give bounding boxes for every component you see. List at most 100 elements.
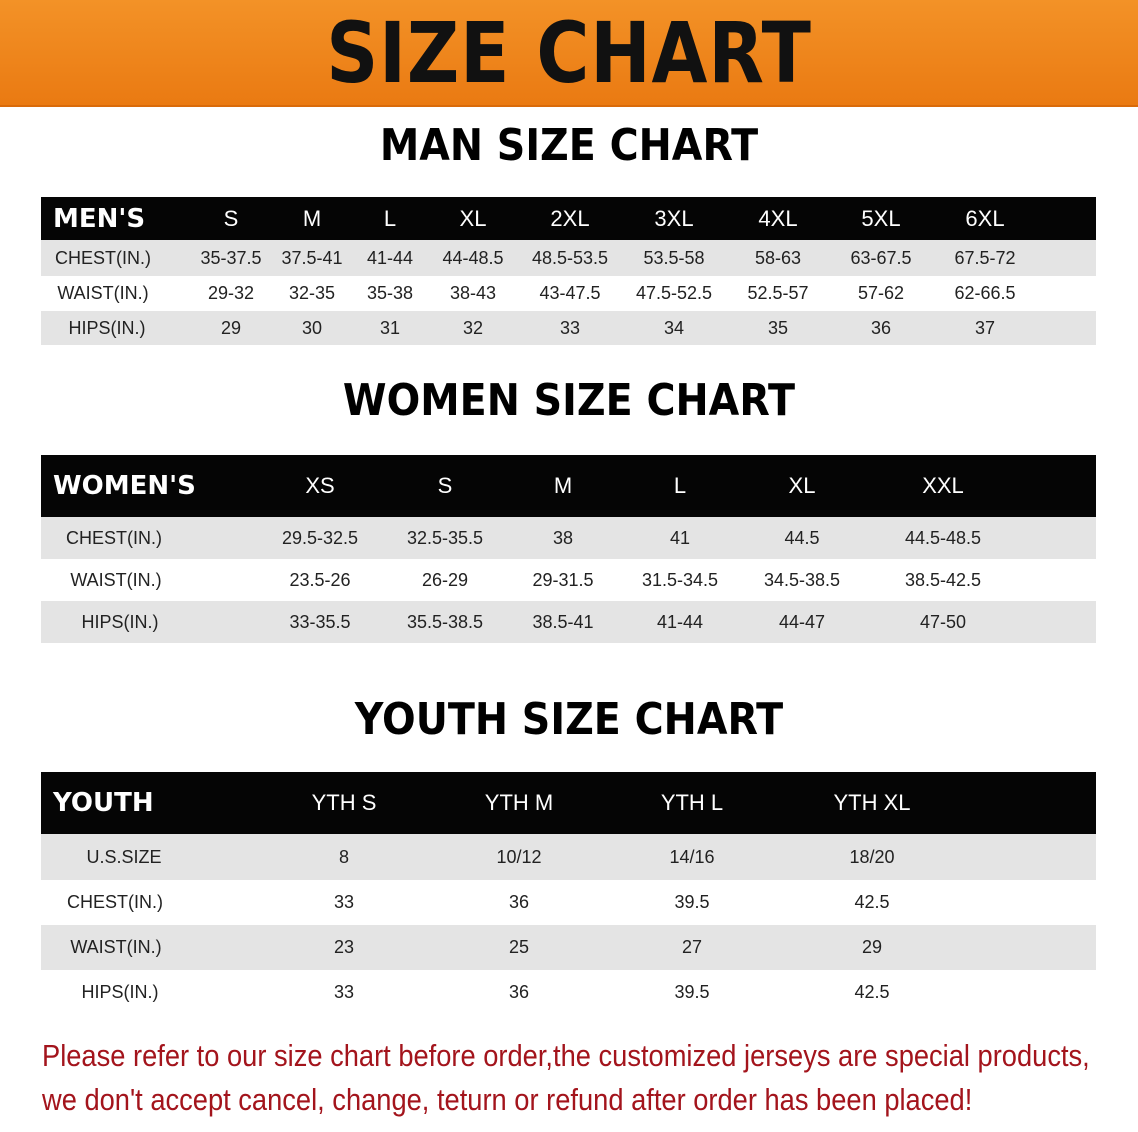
- measurement-value: 29.5-32.5: [281, 527, 359, 548]
- women-header-row: WOMEN'S XS S M L XL XXL: [41, 455, 1096, 517]
- youth-table-row: CHEST(IN.) 33 36 39.5 42.5: [41, 880, 1096, 925]
- table-title-cell: MEN'S: [53, 203, 146, 234]
- size-header-cell: XL: [788, 473, 816, 498]
- measurement-value: 37: [974, 317, 996, 338]
- measurement-value: 35.5-38.5: [406, 611, 484, 632]
- measurement-value: 29-31.5: [532, 569, 594, 590]
- measurement-value: 44.5: [784, 527, 820, 548]
- measurement-value: 42.5: [854, 892, 890, 912]
- measurement-value: 44-48.5: [442, 247, 504, 268]
- measurement-value: 33-35.5: [289, 611, 351, 632]
- size-header-cell: L: [383, 205, 397, 231]
- youth-section-title: YOUTH SIZE CHART: [354, 694, 784, 745]
- measurement-value: 62-66.5: [954, 283, 1016, 303]
- measurement-label: HIPS(IN.): [68, 317, 146, 338]
- measurement-value: 35-38: [366, 283, 414, 303]
- measurement-value: 41-44: [656, 611, 704, 632]
- measurement-value: 48.5-53.5: [531, 247, 609, 268]
- measurement-value: 38.5-41: [532, 611, 594, 632]
- measurement-value: 38.5-42.5: [904, 569, 982, 590]
- measurement-value: 36: [508, 982, 530, 1002]
- measurement-label: CHEST(IN.): [55, 247, 151, 268]
- measurement-value: 52.5-57: [747, 283, 809, 303]
- measurement-value: 43-47.5: [539, 283, 601, 303]
- notice-line-1: Please refer to our size chart before or…: [42, 1038, 1090, 1073]
- measurement-value: 35: [767, 317, 789, 338]
- measurement-value: 67.5-72: [954, 247, 1016, 268]
- measurement-label: WAIST(IN.): [70, 937, 162, 957]
- size-header-cell: 5XL: [861, 205, 901, 231]
- measurement-value: 47-50: [919, 611, 967, 632]
- youth-table-row: HIPS(IN.) 33 36 39.5 42.5: [41, 970, 1096, 1015]
- measurement-value: 41-44: [366, 247, 414, 268]
- youth-table-row: U.S.SIZE 8 10/12 14/16 18/20: [41, 834, 1096, 880]
- women-table-row: WAIST(IN.) 23.5-26 26-29 29-31.5 31.5-34.5 34…: [41, 559, 1096, 601]
- size-header-cell: 3XL: [654, 205, 694, 231]
- measurement-value: 27: [681, 937, 703, 957]
- youth-table-row: WAIST(IN.) 23 25 27 29: [41, 925, 1096, 970]
- measurement-value: 26-29: [421, 569, 469, 590]
- size-header-cell: YTH XL: [833, 790, 911, 815]
- size-header-cell: 4XL: [758, 205, 798, 231]
- measurement-value: 44.5-48.5: [904, 527, 982, 548]
- measurement-value: 58-63: [754, 247, 802, 268]
- measurement-value: 57-62: [857, 283, 905, 303]
- measurement-value: 33: [559, 317, 581, 338]
- measurement-value: 38-43: [449, 283, 497, 303]
- size-header-cell: 6XL: [965, 205, 1005, 231]
- women-section-title: WOMEN SIZE CHART: [342, 375, 796, 426]
- women-table-row: HIPS(IN.) 33-35.5 35.5-38.5 38.5-41 41-44 44-…: [41, 601, 1096, 643]
- measurement-value: 44-47: [778, 611, 826, 632]
- measurement-label: HIPS(IN.): [81, 982, 159, 1002]
- measurement-value: 33: [333, 982, 355, 1002]
- measurement-label: CHEST(IN.): [66, 527, 162, 548]
- measurement-value: 14/16: [669, 846, 715, 867]
- table-title-cell: YOUTH: [53, 788, 154, 818]
- measurement-value: 34.5-38.5: [763, 569, 841, 590]
- measurement-value: 34: [663, 317, 685, 338]
- size-header-cell: M: [302, 205, 322, 231]
- size-header-cell: YTH S: [311, 790, 377, 815]
- men-table-row: WAIST(IN.) 29-32 32-35 35-38 38-43 43-47.5 47.…: [41, 276, 1096, 311]
- men-section-title: MAN SIZE CHART: [379, 120, 759, 171]
- measurement-value: 47.5-52.5: [635, 283, 713, 303]
- measurement-value: 31: [379, 317, 401, 338]
- measurement-value: 31.5-34.5: [641, 569, 719, 590]
- measurement-value: 36: [508, 892, 530, 912]
- measurement-label: WAIST(IN.): [57, 283, 149, 303]
- size-header-cell: S: [437, 473, 453, 498]
- size-header-cell: M: [553, 473, 573, 498]
- size-header-cell: S: [223, 205, 239, 231]
- measurement-value: 29: [861, 937, 883, 957]
- measurement-value: 10/12: [496, 846, 542, 867]
- measurement-value: 23.5-26: [289, 569, 351, 590]
- measurement-label: CHEST(IN.): [67, 892, 163, 912]
- measurement-value: 38: [552, 527, 574, 548]
- measurement-value: 23: [333, 937, 355, 957]
- measurement-value: 29: [220, 317, 242, 338]
- women-table-row: CHEST(IN.) 29.5-32.5 32.5-35.5 38 41 44.5 44.5…: [41, 517, 1096, 559]
- measurement-value: 8: [338, 846, 350, 867]
- measurement-value: 32-35: [288, 283, 336, 303]
- size-header-cell: YTH M: [484, 790, 554, 815]
- measurement-value: 39.5: [674, 892, 710, 912]
- measurement-value: 33: [333, 892, 355, 912]
- measurement-label: HIPS(IN.): [81, 611, 159, 632]
- measurement-value: 30: [301, 317, 323, 338]
- size-header-cell: XS: [305, 473, 335, 498]
- measurement-value: 25: [508, 937, 530, 957]
- men-table-row: HIPS(IN.) 29 30 31 32 33 34 35 36 37: [41, 311, 1096, 345]
- men-table-row: CHEST(IN.) 35-37.5 37.5-41 41-44 44-48.5 48.5…: [41, 240, 1096, 276]
- measurement-value: 32: [462, 317, 484, 338]
- men-header-row: MEN'S S M L XL 2XL 3XL 4XL 5XL 6XL: [41, 197, 1096, 240]
- measurement-value: 41: [669, 527, 691, 548]
- measurement-label: U.S.SIZE: [86, 846, 162, 867]
- size-header-cell: XL: [459, 205, 487, 231]
- measurement-value: 63-67.5: [850, 247, 912, 268]
- size-header-cell: L: [673, 473, 687, 498]
- size-header-cell: 2XL: [550, 205, 590, 231]
- measurement-value: 35-37.5: [200, 247, 262, 268]
- size-header-cell: XXL: [922, 473, 964, 498]
- measurement-value: 42.5: [854, 982, 890, 1002]
- measurement-value: 53.5-58: [643, 247, 705, 268]
